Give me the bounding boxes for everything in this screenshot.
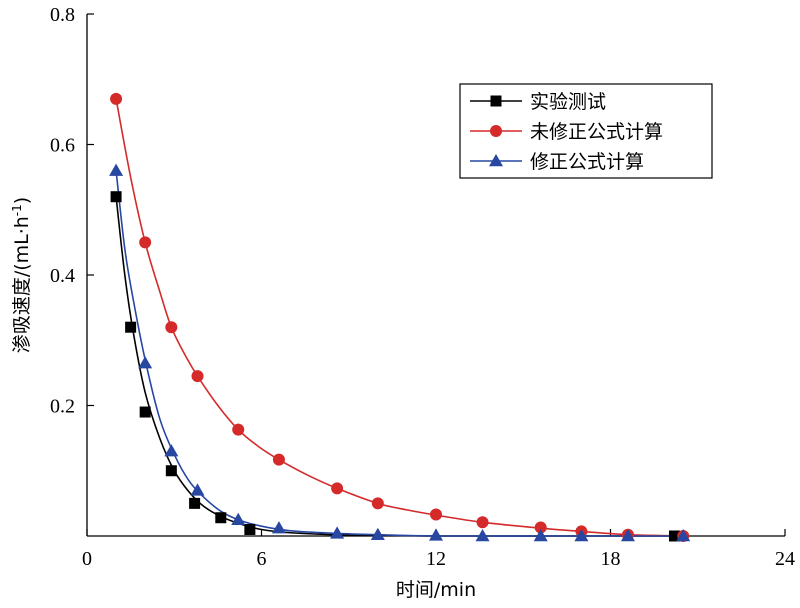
x-axis-title: 时间/min [396, 579, 476, 601]
series-2-point [371, 497, 384, 510]
series-1-point [125, 321, 137, 333]
x-tick-label: 18 [601, 548, 621, 570]
series-3-point [676, 529, 691, 542]
series-3-point [330, 526, 345, 539]
series-markers [109, 92, 691, 542]
series-2-point [191, 370, 204, 383]
y-tick-label: 0.8 [50, 4, 75, 26]
series-3-point [533, 529, 548, 542]
series-2-point [139, 236, 152, 249]
legend-marker [490, 125, 502, 137]
legend-label: 未修正公式计算 [530, 121, 663, 143]
series-line-1 [115, 196, 684, 537]
series-2-point [476, 516, 489, 529]
series-1-point [139, 406, 151, 418]
legend-marker [490, 95, 502, 107]
legend-marker [489, 154, 503, 167]
y-tick-label: 0.2 [50, 396, 75, 418]
series-2-point [165, 321, 178, 334]
ticks: 0 6 12 18 24 0.2 0.4 0.6 0.8 [50, 4, 795, 570]
series-2-point [331, 482, 344, 495]
series-1-point [215, 512, 227, 524]
series-1-point [668, 530, 680, 542]
series-3-point [475, 529, 490, 542]
x-tick-label: 24 [775, 548, 795, 570]
series-3-point [109, 163, 124, 176]
x-tick-label: 0 [82, 548, 92, 570]
y-tick-label: 0.6 [50, 135, 75, 157]
series-3-point [138, 356, 153, 369]
legend-label: 修正公式计算 [530, 151, 644, 173]
series-3-point [190, 483, 205, 496]
series-2-point [110, 92, 123, 105]
x-tick-label: 12 [426, 548, 446, 570]
series-3-point [231, 512, 246, 525]
series-3-point [574, 529, 589, 542]
series-1-point [189, 497, 201, 509]
y-tick-label: 0.4 [50, 265, 75, 287]
series-1-point [165, 465, 177, 477]
series-1-point [110, 191, 122, 203]
series-2-point [534, 521, 547, 534]
series-line-3 [115, 170, 684, 537]
series-2-point [232, 423, 245, 436]
series-3-point [429, 528, 443, 541]
series-3-point [620, 529, 635, 542]
y-axis-title: 渗吸速度/(mL·h-1) [10, 197, 33, 353]
series-2-point [430, 508, 442, 521]
y-axis-title-tail: ) [11, 197, 33, 204]
series-2-point [272, 453, 285, 466]
series-3-point [370, 527, 385, 540]
y-axis-title-sup: -1 [10, 204, 24, 216]
x-tick-label: 6 [257, 548, 267, 570]
legend-label: 实验测试 [530, 91, 606, 113]
y-axis-title-main: 渗吸速度/(mL·h [11, 216, 33, 353]
series-3-point [271, 521, 286, 534]
series-3-point [164, 444, 179, 457]
series-1-point [244, 523, 256, 535]
